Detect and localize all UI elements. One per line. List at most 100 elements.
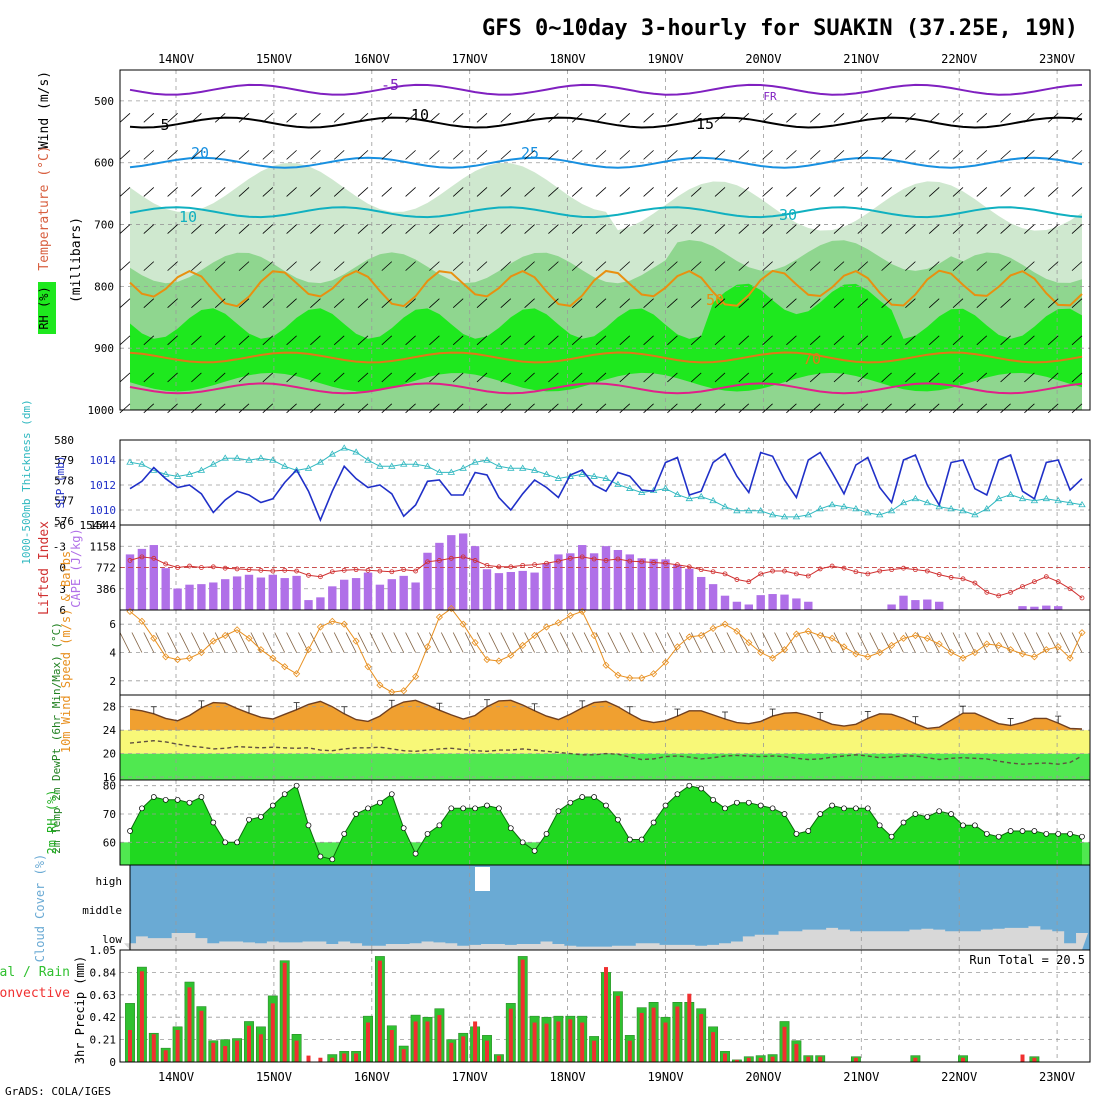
wind-barb xyxy=(714,187,726,197)
li-point xyxy=(1020,584,1025,590)
wind-barb-10m xyxy=(524,632,535,653)
wind-barb-10m xyxy=(262,632,274,653)
wind-barb xyxy=(714,403,726,414)
wind-barb xyxy=(357,298,369,309)
temp-line xyxy=(129,699,1083,730)
rh-legend-swatch xyxy=(38,282,56,334)
wind-speed-point xyxy=(947,648,955,657)
wind-barb xyxy=(857,224,869,234)
run-total-text: Run Total = 20.5 xyxy=(969,953,1085,967)
cape-bar xyxy=(542,563,551,610)
rh2m-point xyxy=(912,811,919,817)
thickness-point xyxy=(126,458,134,465)
cape-bar xyxy=(1042,605,1051,610)
precip-conv-bar xyxy=(389,1030,394,1062)
wind-barb xyxy=(571,224,583,234)
wind-barb xyxy=(928,261,940,271)
wind-barb xyxy=(619,261,631,271)
li-point xyxy=(948,575,954,580)
precip-conv-bar xyxy=(782,1026,787,1062)
wind-barb xyxy=(571,261,583,271)
thickness-point xyxy=(138,460,146,467)
wind-barb xyxy=(762,335,773,346)
wind-barb xyxy=(500,150,512,160)
wind-speed-point xyxy=(150,634,158,642)
wind-barb xyxy=(1047,150,1059,160)
prec-frame xyxy=(119,949,1091,1063)
precip-total-label: Total / Rain xyxy=(0,965,70,980)
wind-barb xyxy=(619,403,631,414)
precip-conv-bar xyxy=(734,1059,739,1062)
rh2m-point xyxy=(150,794,157,800)
wind-barb xyxy=(214,335,226,346)
wind-barb xyxy=(905,372,916,383)
cape-bar xyxy=(209,582,218,610)
wind-barb xyxy=(429,224,440,234)
wind-barb xyxy=(905,403,916,414)
thickness-point xyxy=(435,468,444,475)
cape-bar xyxy=(911,600,920,610)
wind-speed-point xyxy=(590,631,598,640)
cape-bar xyxy=(280,578,289,610)
wind-barb xyxy=(833,261,845,271)
wind-barb xyxy=(809,261,821,271)
wind-barb xyxy=(1071,112,1083,123)
slp-tick: 1014 xyxy=(90,454,117,467)
wind-tick: 2 xyxy=(109,675,116,688)
wind-speed-point xyxy=(233,626,241,634)
wind-barb xyxy=(476,187,488,197)
wind-barb xyxy=(1071,298,1083,309)
wind-barb-10m xyxy=(797,632,809,653)
wind-speed-point xyxy=(435,613,443,621)
thickness-point xyxy=(768,511,777,518)
li-point xyxy=(1008,589,1013,595)
wind-barb xyxy=(476,150,488,160)
rh2m-point xyxy=(948,811,954,817)
li-point xyxy=(353,567,359,573)
wind-barb xyxy=(286,335,297,346)
thickness-point xyxy=(935,503,943,510)
cape-bar xyxy=(673,564,682,610)
day-label-bottom: 19NOV xyxy=(647,1070,683,1084)
rh2m-point xyxy=(496,805,502,812)
rh2m-point xyxy=(983,830,990,837)
dewpt-line xyxy=(129,739,1083,765)
cape-bar xyxy=(482,569,492,610)
wind-barb xyxy=(952,335,964,346)
thickness-point xyxy=(649,486,658,493)
wind-barb xyxy=(786,335,797,346)
wind-barb-10m xyxy=(536,632,547,653)
wind-barb xyxy=(762,298,773,309)
rh2m-point xyxy=(424,830,431,837)
wind-barb xyxy=(452,224,464,234)
wind-barb-10m xyxy=(559,632,571,653)
wind-barb xyxy=(548,224,559,234)
thickness-point xyxy=(245,456,253,463)
rh2m-point xyxy=(888,833,895,840)
wind-barb xyxy=(643,372,654,383)
day-label-top: 19NOV xyxy=(647,52,683,66)
wind-barb xyxy=(452,372,464,383)
wind-barb xyxy=(214,298,226,309)
wind-barb-10m xyxy=(952,632,964,653)
thickness-point xyxy=(388,462,396,469)
wind-barb xyxy=(762,403,773,414)
li-label: Lifted Index xyxy=(37,521,52,615)
wind-barb xyxy=(214,261,226,271)
li-point xyxy=(746,579,752,585)
wind-barb xyxy=(928,224,940,234)
li-tick: 3 xyxy=(59,583,66,596)
li-point xyxy=(270,568,276,574)
wind-barb xyxy=(500,403,512,414)
cape-bar xyxy=(613,549,623,610)
day-label-top: 23NOV xyxy=(1039,52,1075,66)
wind-barb xyxy=(738,187,750,197)
wind-barb xyxy=(643,298,654,309)
wind-barb-10m xyxy=(690,632,702,653)
wind-barb xyxy=(1071,150,1083,160)
precip-conv-bar xyxy=(675,1006,680,1062)
wind-speed-point xyxy=(673,643,681,651)
contour-label: 5 xyxy=(160,116,169,134)
cape-bar xyxy=(756,595,765,610)
